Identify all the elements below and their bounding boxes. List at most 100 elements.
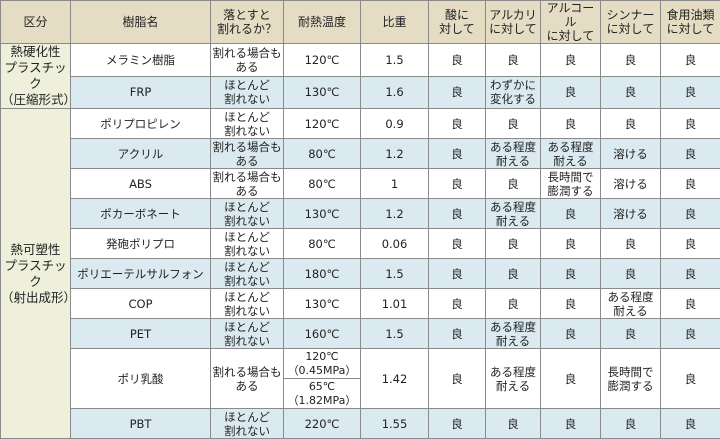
category-cell: 熱可塑性 プラスチック （射出成形） xyxy=(1,109,71,439)
gravity-cell: 1.01 xyxy=(361,289,429,319)
drop-break-cell: ほとんど 割れない xyxy=(211,109,284,139)
acid-cell: 良 xyxy=(429,109,486,139)
drop-break-cell: ほとんど 割れない xyxy=(211,76,284,109)
alcohol-cell: 良 xyxy=(541,349,601,409)
gravity-cell: 1.2 xyxy=(361,199,429,229)
alkali-cell: 良 xyxy=(486,169,541,199)
drop-break-cell: 割れる場合も ある xyxy=(211,44,284,77)
header-heat-resistance: 耐熱温度 xyxy=(284,1,361,44)
drop-break-cell: 割れる場合も ある xyxy=(211,139,284,169)
resin-name-cell: COP xyxy=(71,289,211,319)
thinner-cell: 溶ける xyxy=(601,199,661,229)
oil-cell: 良 xyxy=(661,259,720,289)
acid-cell: 良 xyxy=(429,199,486,229)
oil-cell: 良 xyxy=(661,289,720,319)
drop-break-cell: ほとんど 割れない xyxy=(211,259,284,289)
acid-cell: 良 xyxy=(429,259,486,289)
drop-break-cell: 割れる場合も ある xyxy=(211,349,284,409)
resin-name-cell: PBT xyxy=(71,409,211,439)
resin-name-cell: ABS xyxy=(71,169,211,199)
gravity-cell: 1.2 xyxy=(361,139,429,169)
alcohol-cell: 良 xyxy=(541,289,601,319)
alkali-cell: 良 xyxy=(486,409,541,439)
alkali-cell: 良 xyxy=(486,229,541,259)
oil-cell: 良 xyxy=(661,169,720,199)
drop-break-cell: ほとんど 割れない xyxy=(211,229,284,259)
drop-break-cell: ほとんど 割れない xyxy=(211,289,284,319)
oil-cell: 良 xyxy=(661,139,720,169)
oil-cell: 良 xyxy=(661,76,720,109)
gravity-cell: 0.06 xyxy=(361,229,429,259)
header-alkali: アルカリ に対して xyxy=(486,1,541,44)
resin-name-cell: メラミン樹脂 xyxy=(71,44,211,77)
gravity-cell: 1 xyxy=(361,169,429,199)
thinner-cell: 良 xyxy=(601,76,661,109)
acid-cell: 良 xyxy=(429,169,486,199)
gravity-cell: 1.5 xyxy=(361,44,429,77)
alcohol-cell: ある程度 耐える xyxy=(541,139,601,169)
resin-name-cell: PET xyxy=(71,319,211,349)
header-edible-oil: 食用油類 に対して xyxy=(661,1,720,44)
acid-cell: 良 xyxy=(429,76,486,109)
drop-break-cell: ほとんど 割れない xyxy=(211,319,284,349)
heat-resistance-cell: 80℃ xyxy=(284,229,361,259)
alcohol-cell: 良 xyxy=(541,259,601,289)
resin-name-cell: 発砲ポリプロ xyxy=(71,229,211,259)
oil-cell: 良 xyxy=(661,109,720,139)
gravity-cell: 1.6 xyxy=(361,76,429,109)
thinner-cell: ある程度 耐える xyxy=(601,289,661,319)
acid-cell: 良 xyxy=(429,229,486,259)
header-thinner: シンナー に対して xyxy=(601,1,661,44)
alcohol-cell: 良 xyxy=(541,76,601,109)
thinner-cell: 良 xyxy=(601,109,661,139)
heat-resistance-cell: 80℃ xyxy=(284,169,361,199)
thinner-cell: 良 xyxy=(601,409,661,439)
alcohol-cell: 良 xyxy=(541,199,601,229)
alcohol-cell: 良 xyxy=(541,44,601,77)
heat-resistance-cell: 120℃ xyxy=(284,109,361,139)
acid-cell: 良 xyxy=(429,319,486,349)
heat-resistance-cell: 130℃ xyxy=(284,199,361,229)
header-acid: 酸に 対して xyxy=(429,1,486,44)
oil-cell: 良 xyxy=(661,409,720,439)
gravity-cell: 1.55 xyxy=(361,409,429,439)
alkali-cell: 良 xyxy=(486,289,541,319)
oil-cell: 良 xyxy=(661,319,720,349)
heat-resistance-cell: 130℃ xyxy=(284,289,361,319)
alcohol-cell: 良 xyxy=(541,109,601,139)
gravity-cell: 1.42 xyxy=(361,349,429,409)
heat-resistance-cell: 65℃ （1.82MPa） xyxy=(284,379,361,409)
acid-cell: 良 xyxy=(429,349,486,409)
drop-break-cell: ほとんど 割れない xyxy=(211,409,284,439)
thinner-cell: 良 xyxy=(601,319,661,349)
thinner-cell: 良 xyxy=(601,44,661,77)
gravity-cell: 0.9 xyxy=(361,109,429,139)
thinner-cell: 良 xyxy=(601,229,661,259)
thinner-cell: 長時間で 膨潤する xyxy=(601,349,661,409)
alcohol-cell: 長時間で 膨潤する xyxy=(541,169,601,199)
header-resin-name: 樹脂名 xyxy=(71,1,211,44)
heat-resistance-cell: 80℃ xyxy=(284,139,361,169)
resin-name-cell: ポカーボネート xyxy=(71,199,211,229)
heat-resistance-cell: 120℃ （0.45MPa） xyxy=(284,349,361,379)
alkali-cell: 良 xyxy=(486,259,541,289)
gravity-cell: 1.5 xyxy=(361,319,429,349)
header-drop-break: 落とすと 割れるか？ xyxy=(211,1,284,44)
oil-cell: 良 xyxy=(661,349,720,409)
acid-cell: 良 xyxy=(429,289,486,319)
thinner-cell: 溶ける xyxy=(601,169,661,199)
alcohol-cell: 良 xyxy=(541,229,601,259)
gravity-cell: 1.5 xyxy=(361,259,429,289)
drop-break-cell: 割れる場合も ある xyxy=(211,169,284,199)
thinner-cell: 溶ける xyxy=(601,139,661,169)
acid-cell: 良 xyxy=(429,44,486,77)
